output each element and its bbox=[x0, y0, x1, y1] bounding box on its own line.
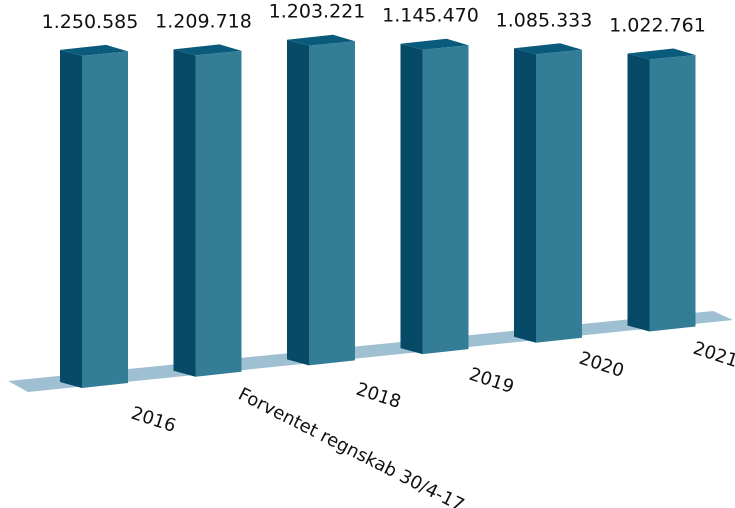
value-label: 1.022.761 bbox=[609, 14, 706, 36]
value-label: 1.250.585 bbox=[42, 11, 139, 33]
bar-2021 bbox=[628, 48, 696, 331]
bar-front-face bbox=[650, 55, 696, 332]
bar-side-face bbox=[401, 44, 423, 354]
bar-side-face bbox=[174, 49, 196, 376]
bar-Forventet regnskab 30/4-17 bbox=[174, 44, 242, 376]
bar-side-face bbox=[628, 53, 650, 331]
category-label: 2018 bbox=[353, 379, 403, 413]
bar-side-face bbox=[60, 50, 82, 388]
value-labels-group: 1.250.585 1.209.718 1.203.221 1.145.470 1.08… bbox=[42, 1, 706, 37]
bar-side-face bbox=[287, 40, 309, 366]
bars-group bbox=[60, 35, 696, 388]
category-label: Forventet regnskab 30/4-17 bbox=[235, 384, 468, 508]
category-label: 2019 bbox=[466, 364, 516, 398]
value-label: 1.203.221 bbox=[269, 1, 366, 23]
bar-2019 bbox=[401, 39, 469, 354]
bar-front-face bbox=[309, 41, 355, 365]
bar-front-face bbox=[536, 50, 582, 343]
category-label: 2020 bbox=[576, 348, 626, 382]
category-label: 2016 bbox=[128, 403, 178, 437]
value-label: 1.085.333 bbox=[496, 9, 593, 31]
bar-front-face bbox=[196, 51, 242, 377]
bar-2018 bbox=[287, 35, 355, 366]
bar-2016 bbox=[60, 45, 128, 388]
value-label: 1.209.718 bbox=[155, 10, 252, 32]
category-label: 2021 bbox=[690, 338, 735, 372]
bar-front-face bbox=[82, 51, 128, 388]
value-label: 1.145.470 bbox=[382, 5, 479, 27]
bar-side-face bbox=[514, 48, 536, 343]
bar-front-face bbox=[423, 45, 469, 354]
bar-2020 bbox=[514, 43, 582, 343]
